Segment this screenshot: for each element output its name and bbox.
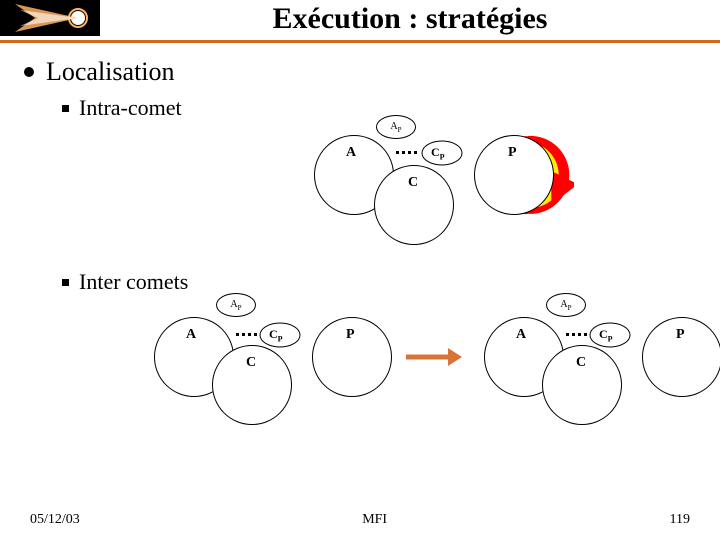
bullet-lvl1-text: Localisation (46, 57, 175, 87)
label-cp: CP (431, 145, 445, 161)
label-a-right: A (516, 327, 526, 343)
footer-center: MFI (362, 512, 387, 528)
label-c-right: C (576, 355, 586, 371)
bullet-dot (24, 67, 34, 77)
label-a: A (346, 145, 356, 161)
label-p-right: P (676, 327, 685, 343)
label-c: C (408, 175, 418, 191)
ap-badge-left: AP (216, 293, 256, 317)
connector-dots (396, 151, 417, 154)
intra-diagram: AP A CP (24, 121, 696, 251)
connector-dots-right (566, 333, 587, 336)
logo-image (0, 0, 100, 36)
ap-badge-right: AP (546, 293, 586, 317)
bullet-intra-text: Intra-comet (79, 95, 182, 121)
label-c-left: C (246, 355, 256, 371)
bullet-lvl1: Localisation (24, 57, 696, 87)
slide-title: Exécution : stratégies (100, 0, 720, 36)
bullet-intra: Intra-comet (62, 95, 696, 121)
title-rule (0, 40, 720, 43)
arrow-right-icon (404, 345, 464, 369)
bullet-inter: Inter comets (62, 269, 696, 295)
label-a-left: A (186, 327, 196, 343)
label-p-left: P (346, 327, 355, 343)
connector-dots-left (236, 333, 257, 336)
ap-badge: AP (376, 115, 416, 139)
bullet-inter-text: Inter comets (79, 269, 188, 295)
label-p: P (508, 145, 517, 161)
footer-date: 05/12/03 (30, 512, 80, 528)
footer: 05/12/03 MFI 119 (0, 512, 720, 528)
bullet-square-icon (62, 279, 69, 286)
label-cp-left: CP (269, 327, 283, 343)
inter-diagram: AP A CP P C AP A (24, 295, 696, 445)
footer-page: 119 (670, 512, 690, 528)
label-cp-right: CP (599, 327, 613, 343)
bullet-square-icon (62, 105, 69, 112)
